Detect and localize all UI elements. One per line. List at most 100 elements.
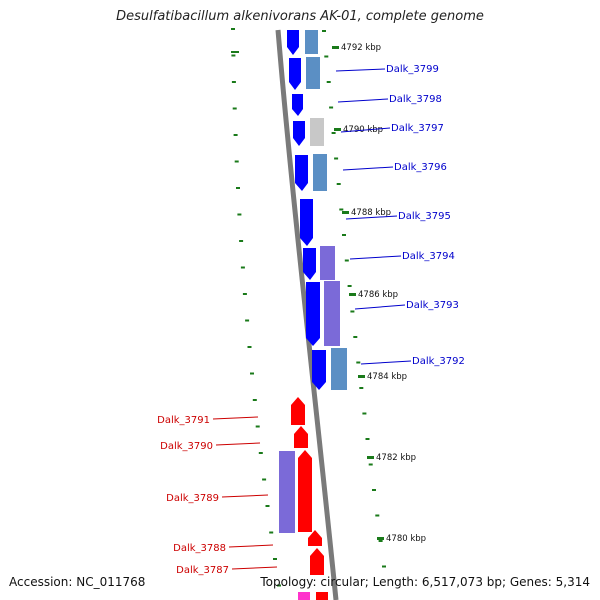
misc-feature bbox=[331, 348, 347, 390]
misc-feature bbox=[306, 57, 320, 89]
kbp-label: 4788 kbp bbox=[351, 208, 391, 218]
guide-tick bbox=[258, 452, 263, 454]
guide-tick bbox=[273, 558, 277, 560]
gene-label-forward: Dalk_3795 bbox=[398, 211, 451, 222]
guide-tick bbox=[353, 336, 358, 338]
guide-tick bbox=[250, 372, 254, 375]
guide-tick bbox=[265, 505, 270, 507]
guide-tick bbox=[342, 234, 346, 236]
guide-tick bbox=[236, 187, 240, 189]
cds-feature bbox=[303, 248, 316, 280]
leader-line bbox=[354, 304, 406, 310]
gene-label-reverse: Dalk_3791 bbox=[157, 415, 210, 426]
guide-tick bbox=[331, 132, 336, 134]
guide-tick bbox=[382, 565, 386, 568]
guide-tick bbox=[277, 584, 281, 587]
forward-cds-track bbox=[287, 30, 347, 390]
guide-tick bbox=[326, 81, 331, 83]
guide-tick bbox=[233, 134, 238, 136]
guide-tick bbox=[356, 361, 361, 364]
gene-label-forward: Dalk_3796 bbox=[394, 162, 447, 173]
misc-feature bbox=[310, 118, 324, 146]
guide-tick bbox=[359, 387, 364, 389]
leader-line bbox=[215, 442, 261, 446]
leader-line bbox=[340, 127, 391, 133]
guide-tick bbox=[322, 30, 326, 32]
major-tick bbox=[334, 128, 341, 131]
guide-tick bbox=[242, 293, 247, 295]
leader-line bbox=[360, 360, 412, 365]
leader-line bbox=[342, 166, 394, 171]
gene-label-forward: Dalk_3794 bbox=[402, 251, 455, 262]
major-tick bbox=[332, 46, 339, 49]
guide-tick bbox=[231, 81, 236, 83]
guide-tick bbox=[365, 438, 370, 440]
leader-line bbox=[231, 566, 278, 570]
misc-feature bbox=[324, 281, 340, 346]
cds-feature bbox=[295, 155, 308, 191]
gene-label-reverse: Dalk_3788 bbox=[173, 543, 226, 554]
major-tick bbox=[342, 211, 349, 214]
kbp-label: 4786 kbp bbox=[358, 290, 398, 300]
page-title: Desulfatibacillum alkenivorans AK-01, co… bbox=[116, 9, 484, 24]
guide-tick bbox=[324, 55, 329, 58]
guide-tick bbox=[240, 266, 245, 269]
left-dotted-guide bbox=[231, 28, 281, 587]
cds-feature bbox=[292, 94, 303, 116]
cds-feature bbox=[289, 58, 301, 90]
cds-feature bbox=[306, 282, 320, 346]
misc-feature bbox=[279, 451, 295, 533]
guide-tick bbox=[372, 489, 376, 491]
guide-tick bbox=[237, 213, 242, 216]
leader-line bbox=[349, 255, 402, 260]
guide-tick bbox=[375, 514, 380, 517]
guide-tick bbox=[339, 208, 344, 211]
guide-tick bbox=[347, 285, 352, 287]
kbp-label: 4784 kbp bbox=[367, 372, 407, 382]
cds-feature bbox=[310, 548, 324, 575]
reverse-gene-labels: Dalk_3791 Dalk_3790 Dalk_3789 Dalk_3788 Dalk… bbox=[157, 415, 278, 576]
major-tick bbox=[367, 456, 374, 459]
guide-tick bbox=[255, 425, 260, 428]
misc-feature bbox=[316, 592, 328, 600]
guide-tick bbox=[362, 412, 367, 415]
guide-tick bbox=[344, 259, 349, 262]
guide-tick bbox=[269, 531, 274, 534]
guide-tick bbox=[334, 157, 339, 160]
cds-feature bbox=[293, 121, 305, 146]
misc-feature bbox=[305, 30, 318, 54]
cds-feature bbox=[312, 350, 326, 390]
guide-tick bbox=[368, 463, 373, 466]
gene-label-reverse: Dalk_3789 bbox=[166, 493, 219, 504]
cds-feature bbox=[308, 530, 322, 546]
genome-backbone bbox=[275, 29, 339, 600]
cds-feature bbox=[287, 30, 299, 55]
guide-tick bbox=[247, 346, 252, 348]
kbp-label: 4780 kbp bbox=[386, 534, 426, 544]
gene-label-forward: Dalk_3799 bbox=[386, 64, 439, 75]
guide-tick bbox=[231, 54, 236, 57]
gene-label-forward: Dalk_3798 bbox=[389, 94, 442, 105]
leader-line bbox=[212, 416, 259, 420]
guide-tick bbox=[329, 106, 334, 109]
guide-tick bbox=[245, 319, 250, 322]
gene-label-reverse: Dalk_3787 bbox=[176, 565, 229, 576]
leader-line bbox=[345, 215, 398, 220]
guide-tick bbox=[234, 160, 239, 163]
leader-line bbox=[221, 494, 269, 498]
gene-label-forward: Dalk_3793 bbox=[406, 300, 459, 311]
cds-feature bbox=[298, 450, 312, 532]
guide-tick bbox=[252, 399, 257, 401]
guide-tick bbox=[231, 51, 239, 53]
guide-tick bbox=[239, 240, 244, 242]
leader-line bbox=[337, 98, 389, 103]
guide-tick bbox=[350, 310, 355, 313]
gene-label-forward: Dalk_3792 bbox=[412, 356, 465, 367]
guide-tick bbox=[336, 183, 341, 185]
guide-tick bbox=[378, 540, 383, 542]
major-tick bbox=[349, 293, 356, 296]
gene-label-forward: Dalk_3797 bbox=[391, 123, 444, 134]
forward-gene-labels: Dalk_3799 Dalk_3798 Dalk_3797 Dalk_3796 Dalk… bbox=[335, 64, 465, 367]
major-tick bbox=[377, 537, 384, 540]
accession-label: Accession: NC_011768 bbox=[9, 575, 146, 589]
